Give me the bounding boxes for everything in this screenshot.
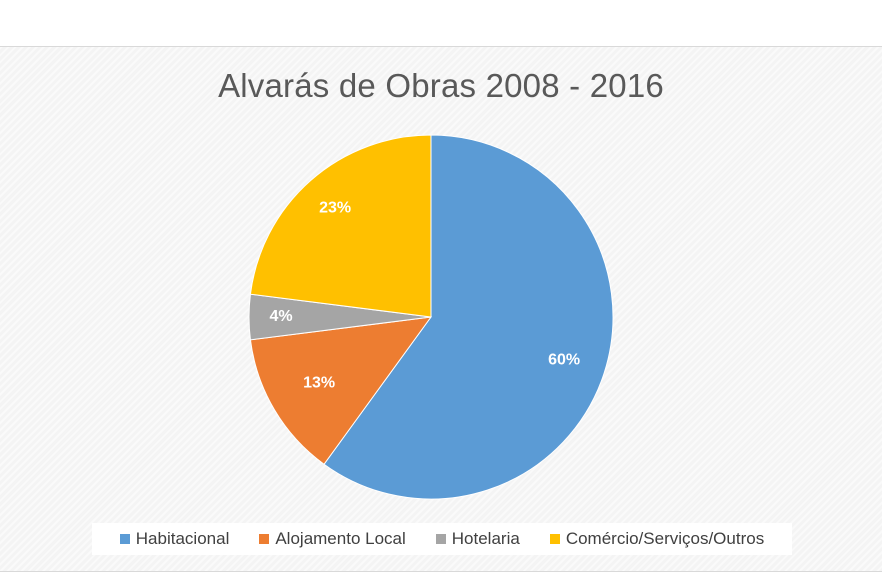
- top-margin: [0, 0, 882, 46]
- legend-item-comercio-servicos-outros: Comércio/Serviços/Outros: [549, 529, 765, 549]
- slice-label-alojamento-local: 13%: [303, 374, 335, 391]
- pie-slice-alojamento-local: [249, 316, 433, 465]
- pie-slice-habitacional: [323, 134, 614, 500]
- pie-slice-comercio-servicos-outros: [249, 134, 432, 318]
- legend-item-alojamento-local: Alojamento Local: [259, 529, 406, 549]
- bottom-margin: [0, 572, 882, 588]
- legend-label: Alojamento Local: [275, 529, 406, 548]
- legend-swatch: [119, 534, 130, 544]
- chart-title: Alvarás de Obras 2008 - 2016: [218, 67, 664, 104]
- legend-swatch: [259, 534, 270, 544]
- legend-label: Habitacional: [135, 529, 230, 548]
- legend-swatch: [435, 534, 446, 544]
- legend-label: Hotelaria: [451, 529, 520, 548]
- legend-label: Comércio/Serviços/Outros: [565, 529, 765, 548]
- pie-chart: 60% 13% 4% 23%: [248, 134, 614, 500]
- legend-swatch: [549, 534, 560, 544]
- slice-label-habitacional: 60%: [548, 351, 580, 368]
- legend-item-habitacional: Habitacional: [119, 529, 230, 549]
- slice-label-comercio-servicos-outros: 23%: [319, 199, 351, 216]
- legend: Habitacional Alojamento Local Hotelaria …: [92, 523, 792, 555]
- legend-item-hotelaria: Hotelaria: [435, 529, 520, 549]
- chart-area: Alvarás de Obras 2008 - 2016 60% 13% 4% 23%…: [0, 46, 882, 572]
- slice-label-hotelaria: 4%: [269, 308, 292, 325]
